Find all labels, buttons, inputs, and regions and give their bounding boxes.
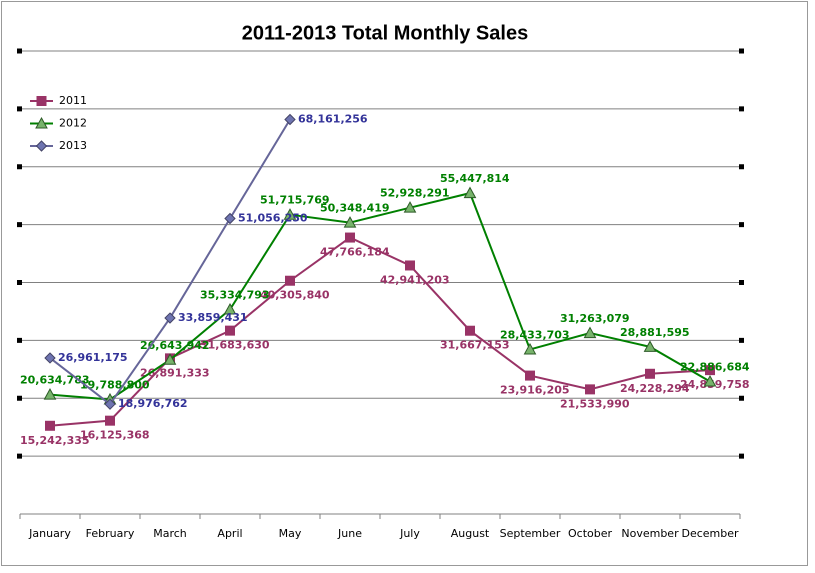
data-label: 31,263,079 — [560, 312, 630, 325]
data-label: 21,533,990 — [560, 397, 630, 410]
data-label: 18,976,762 — [118, 397, 188, 410]
marker — [343, 216, 357, 228]
handle — [17, 106, 22, 112]
data-label: 23,916,205 — [500, 384, 570, 397]
handle — [17, 48, 22, 54]
x-tick-label: December — [681, 527, 739, 540]
legend-label: 2011 — [59, 94, 87, 107]
x-tick-label: October — [568, 527, 612, 540]
marker — [405, 260, 415, 271]
data-label: 68,161,256 — [298, 113, 368, 126]
marker — [223, 302, 237, 315]
data-label: 47,766,184 — [320, 246, 390, 259]
series-line — [49, 191, 711, 401]
handle — [739, 222, 744, 228]
marker — [705, 365, 715, 376]
marker — [35, 140, 48, 152]
marker — [225, 325, 235, 336]
x-tick-label: May — [279, 527, 302, 540]
marker — [583, 326, 597, 339]
data-label: 52,928,291 — [380, 187, 450, 200]
marker — [523, 342, 537, 355]
data-label: 26,643,942 — [140, 339, 210, 352]
marker — [43, 388, 57, 400]
marker — [45, 420, 55, 431]
handle — [17, 395, 22, 401]
data-label: 24,228,294 — [620, 382, 690, 395]
data-label: 19,788,800 — [80, 378, 150, 391]
data-label: 22,886,684 — [680, 361, 750, 374]
marker — [463, 186, 477, 199]
data-label: 20,634,783 — [20, 374, 90, 387]
data-label: 33,859,431 — [178, 311, 248, 324]
marker — [164, 312, 176, 324]
x-tick-label: July — [399, 527, 420, 540]
legend-label: 2012 — [59, 117, 87, 130]
handle — [17, 164, 22, 170]
data-label: 15,242,335 — [20, 434, 90, 447]
marker — [284, 113, 296, 126]
series-line — [49, 236, 711, 427]
marker — [283, 208, 297, 220]
handle — [17, 280, 22, 285]
marker — [525, 370, 535, 381]
marker — [345, 232, 355, 243]
x-tick-label: June — [337, 527, 362, 540]
marker — [35, 116, 48, 129]
handle — [17, 453, 22, 459]
marker — [285, 275, 295, 286]
data-label: 50,348,419 — [320, 202, 390, 215]
data-label: 28,881,595 — [620, 326, 690, 339]
data-label: 31,667,153 — [440, 339, 510, 352]
x-tick-label: February — [86, 527, 135, 540]
marker — [643, 340, 657, 352]
marker — [645, 368, 655, 379]
x-tick-label: August — [451, 527, 490, 540]
x-tick-label: January — [28, 527, 71, 540]
data-label: 26,891,333 — [140, 366, 210, 379]
marker — [163, 353, 177, 365]
data-label: 40,305,840 — [260, 289, 330, 302]
handle — [739, 280, 744, 285]
data-label: 51,715,769 — [260, 194, 330, 207]
handle — [739, 453, 744, 459]
marker — [465, 325, 475, 336]
handle — [739, 395, 744, 401]
marker — [36, 96, 47, 106]
data-label: 31,683,630 — [200, 339, 270, 352]
legend-label: 2013 — [59, 139, 87, 152]
x-tick-label: November — [621, 527, 679, 540]
marker — [44, 352, 56, 364]
handle — [739, 164, 744, 170]
marker — [104, 398, 116, 410]
data-label: 16,125,368 — [80, 429, 150, 442]
marker — [403, 201, 417, 213]
handle — [739, 106, 744, 112]
data-label: 35,334,793 — [200, 288, 270, 301]
marker — [224, 212, 236, 225]
chart-title: 2011-2013 Total Monthly Sales — [242, 22, 528, 44]
handle — [17, 222, 22, 228]
marker — [105, 415, 115, 426]
data-label: 42,941,203 — [380, 273, 450, 286]
marker — [703, 375, 717, 387]
handle — [739, 48, 744, 54]
x-tick-label: April — [217, 527, 242, 540]
data-label: 51,056,250 — [238, 212, 308, 225]
data-label: 26,961,175 — [58, 351, 128, 364]
data-label: 55,447,814 — [440, 172, 510, 185]
handle — [739, 337, 744, 343]
x-tick-label: September — [500, 527, 561, 540]
handle — [17, 337, 22, 343]
marker — [585, 384, 595, 395]
x-tick-label: March — [153, 527, 187, 540]
chart-border — [1, 1, 808, 566]
data-label: 28,433,703 — [500, 328, 570, 341]
